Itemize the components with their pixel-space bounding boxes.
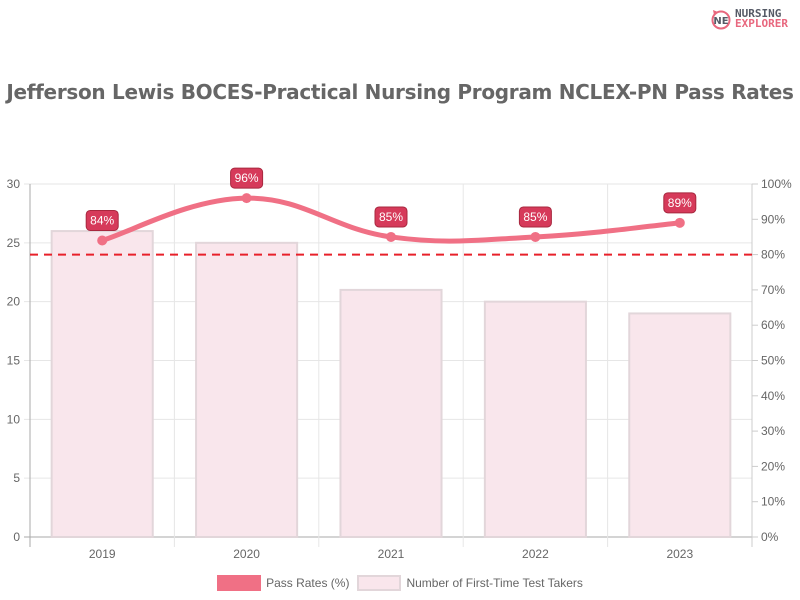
bar-test-takers <box>339 288 443 538</box>
x-axis-tick: 2022 <box>522 547 549 561</box>
pass-rate-label: 84% <box>90 213 114 227</box>
right-axis-tick: 90% <box>761 212 785 226</box>
x-axis-tick: 2020 <box>233 547 260 561</box>
right-axis-tick: 70% <box>761 283 785 297</box>
pass-rate-label: 96% <box>235 171 259 185</box>
legend-label-test-takers: Number of First-Time Test Takers <box>406 576 583 590</box>
left-axis-tick: 25 <box>7 236 21 250</box>
chart-legend: Pass Rates (%) Number of First-Time Test… <box>0 575 800 591</box>
x-axis-tick: 2023 <box>666 547 693 561</box>
pass-rate-label-box <box>518 206 552 228</box>
left-axis-tick: 0 <box>13 530 20 544</box>
legend-label-pass-rates: Pass Rates (%) <box>266 576 350 590</box>
pass-rate-label-box <box>85 209 119 231</box>
bar-test-takers <box>483 300 587 538</box>
right-axis-tick: 10% <box>761 495 785 509</box>
logo-line1: NURSING <box>735 7 782 20</box>
chart-title: Jefferson Lewis BOCES-Practical Nursing … <box>6 80 794 104</box>
pass-rate-point <box>97 235 108 246</box>
left-axis-tick: 20 <box>7 295 21 309</box>
pass-rate-label: 89% <box>668 196 692 210</box>
logo-icon: NE <box>711 10 731 30</box>
nursing-explorer-logo: NE NURSING EXPLORER <box>710 8 788 30</box>
chart-canvas: 0 5 10 15 20 25 30 0% 10% 20% 30% 40% 50% 60% 70% 80% 90… <box>7 167 792 561</box>
pass-rate-label: 85% <box>523 210 547 224</box>
bar-test-takers <box>50 230 154 538</box>
right-axis-tick: 0% <box>761 530 779 544</box>
pass-rates-swatch <box>217 575 262 591</box>
logo-line2: EXPLORER <box>735 17 788 30</box>
left-axis-tick: 15 <box>7 354 21 368</box>
left-axis-tick: 10 <box>7 412 21 426</box>
pass-rate-point <box>530 231 541 242</box>
left-axis-tick: 30 <box>7 177 21 191</box>
x-axis-tick: 2021 <box>378 547 405 561</box>
right-axis-tick: 100% <box>761 177 792 191</box>
right-axis-tick: 40% <box>761 389 785 403</box>
right-axis-tick: 60% <box>761 318 785 332</box>
x-axis-tick: 2019 <box>89 547 116 561</box>
pass-rate-label-box <box>663 192 697 214</box>
right-axis-tick: 30% <box>761 424 785 438</box>
svg-text:NE: NE <box>713 16 728 27</box>
pass-rate-point <box>674 217 685 228</box>
legend-item-pass-rates[interactable]: Pass Rates (%) <box>217 575 349 591</box>
test-takers-swatch <box>357 575 402 591</box>
right-axis-tick: 20% <box>761 459 785 473</box>
pass-rate-point <box>241 193 252 204</box>
legend-item-test-takers[interactable]: Number of First-Time Test Takers <box>357 575 583 591</box>
bar-test-takers <box>195 241 299 538</box>
bar-test-takers <box>628 312 732 538</box>
pass-rate-label: 85% <box>379 210 403 224</box>
pass-rate-point <box>386 231 396 242</box>
right-axis-tick: 50% <box>761 354 785 368</box>
pass-rate-label-box <box>374 206 408 228</box>
pass-rate-label-box <box>230 167 264 189</box>
left-axis-tick: 5 <box>13 471 20 485</box>
right-axis-tick: 80% <box>761 248 785 262</box>
